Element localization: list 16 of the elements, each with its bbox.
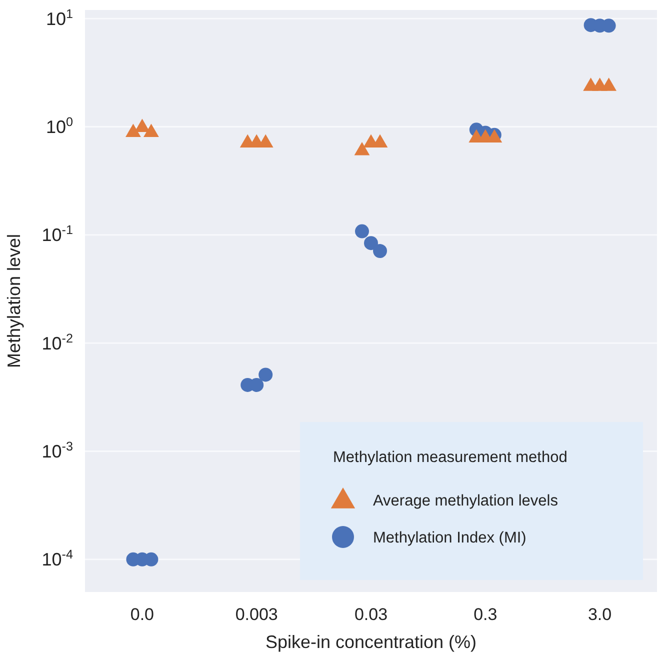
y-tick-label: 10$^{-3}$ [42, 440, 73, 462]
legend-title: Methylation measurement method [333, 449, 568, 466]
y-tick-label: 10$^{1}$ [46, 6, 73, 29]
legend-label: Methylation Index (MI) [373, 529, 526, 546]
x-tick-label: 0.3 [474, 605, 498, 624]
legend-label: Average methylation levels [373, 492, 558, 510]
y-tick-label: 10$^{-4}$ [42, 548, 73, 570]
x-tick-label: 0.0 [130, 605, 154, 624]
x-axis-title: Spike-in concentration (%) [265, 632, 477, 652]
x-tick-label: 0.003 [235, 605, 278, 624]
y-tick-label: 10$^{-1}$ [42, 223, 73, 246]
y-tick-label: 10$^{-2}$ [42, 331, 73, 354]
y-axis-title: Methylation level [4, 234, 24, 368]
x-tick-label: 3.0 [588, 605, 612, 624]
x-tick-label: 0.03 [354, 605, 388, 624]
y-tick-label: 10$^{0}$ [46, 115, 73, 138]
